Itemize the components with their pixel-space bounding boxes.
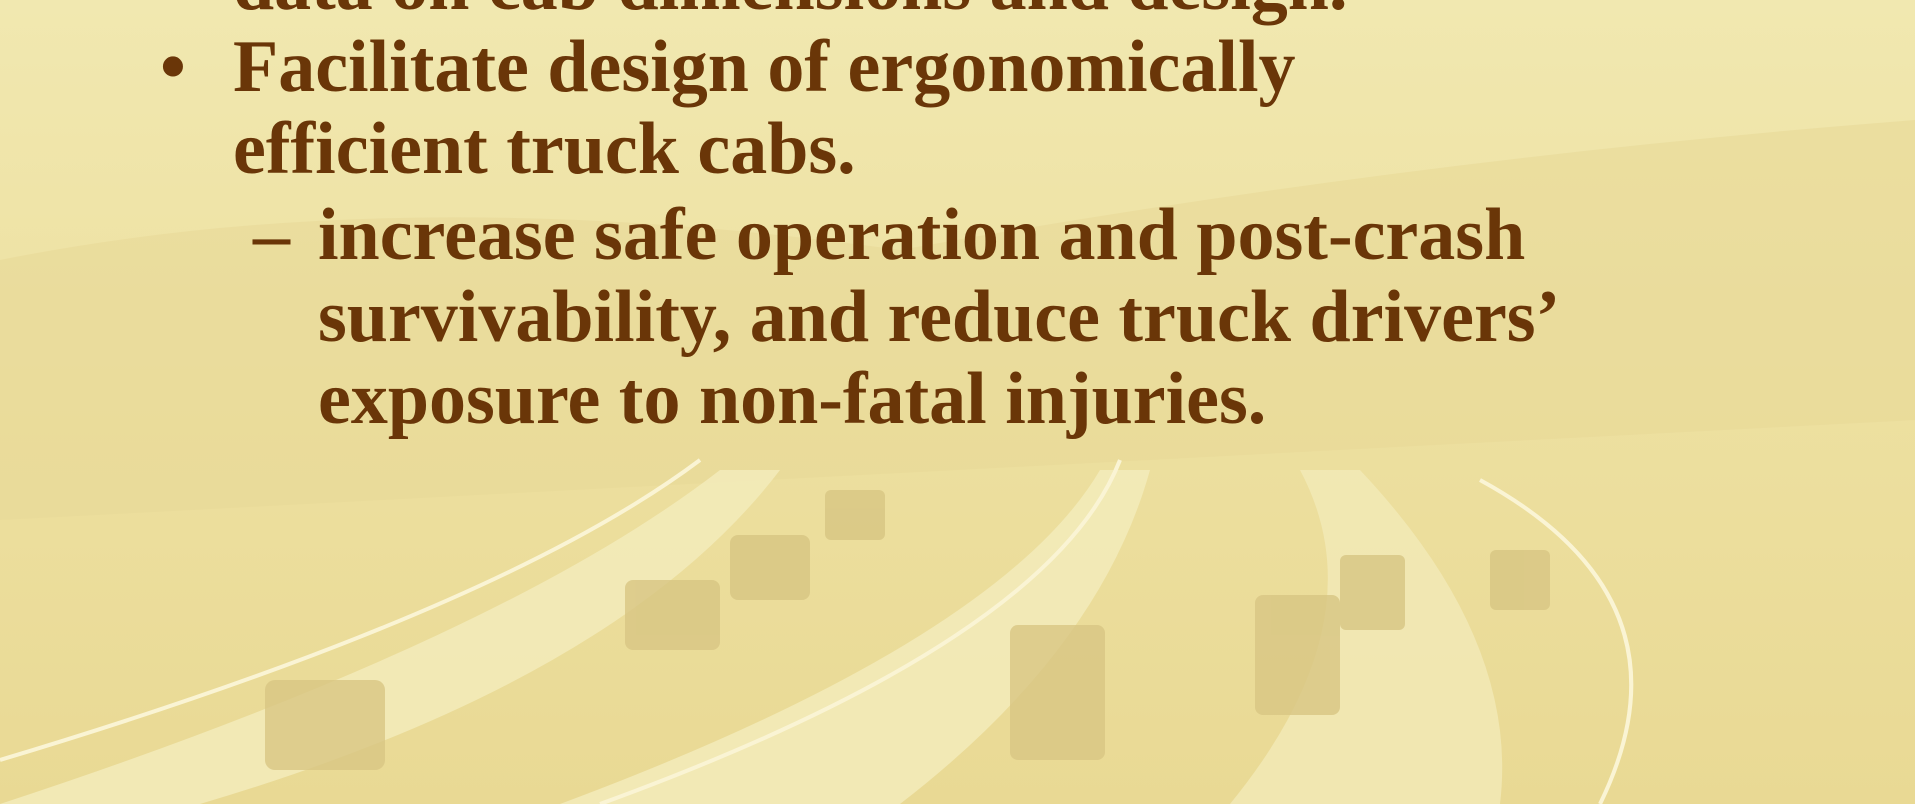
sub-bullet-text: survivability, and reduce truck drivers’ [318,280,1560,354]
bullet-marker: • [160,30,186,104]
bullet-text: efficient truck cabs. [233,112,856,186]
bullet-text: data on cab dimensions and design. [233,0,1347,22]
sub-bullet-text: increase safe operation and post-crash [318,198,1525,272]
bullet-marker: • [160,0,186,22]
bullet-text: Facilitate design of ergonomically [233,30,1296,104]
sub-bullet-text: exposure to non-fatal injuries. [318,362,1266,436]
slide: • data on cab dimensions and design. • Faci… [0,0,1915,804]
sub-bullet-marker: – [253,198,290,272]
